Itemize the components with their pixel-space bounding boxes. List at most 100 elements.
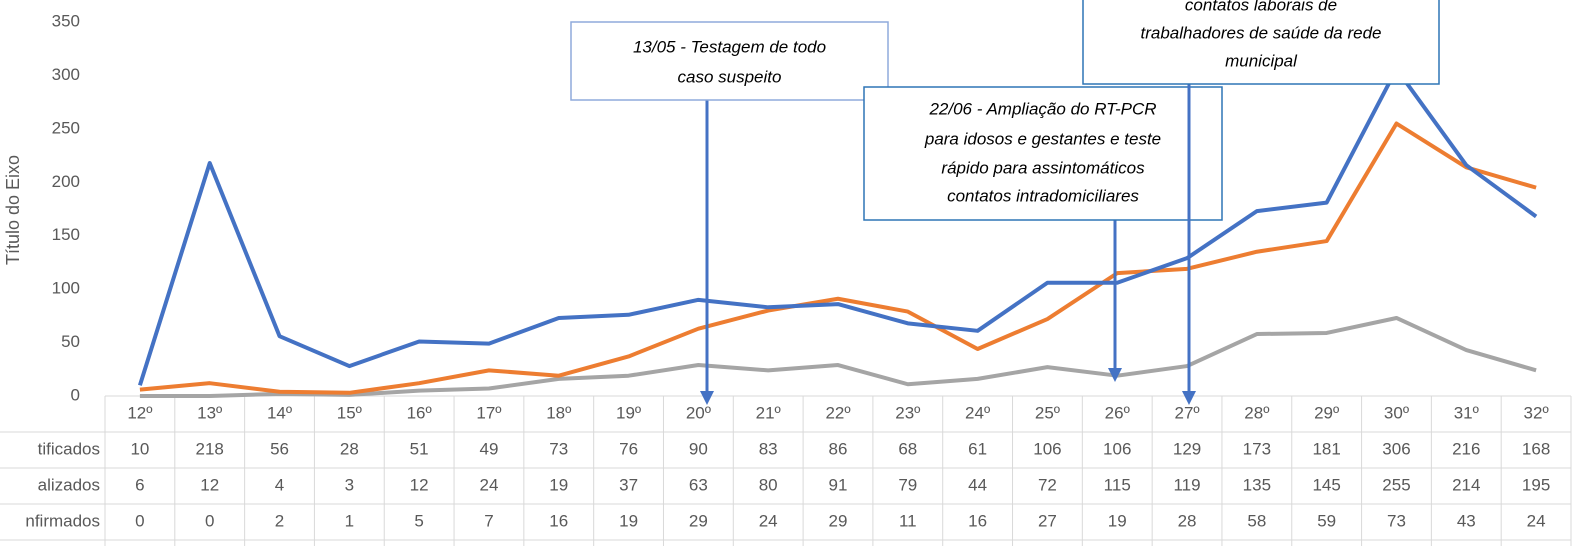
table-cell: 24 — [1527, 511, 1546, 530]
table-cell: 28 — [1178, 511, 1197, 530]
x-tick-label: 21º — [756, 403, 781, 422]
table-cell: 56 — [270, 439, 289, 458]
table-cell: 5 — [414, 511, 423, 530]
table-cell: 19 — [549, 475, 568, 494]
x-tick-label: 17º — [476, 403, 501, 422]
table-cell: 195 — [1522, 475, 1550, 494]
y-tick-label: 50 — [61, 332, 80, 351]
x-tick-label: 19º — [616, 403, 641, 422]
table-cell: 1 — [345, 511, 354, 530]
table-cell: 7 — [484, 511, 493, 530]
table-row-label: tificados — [38, 439, 100, 458]
table-cell: 61 — [968, 439, 987, 458]
table-cell: 19 — [619, 511, 638, 530]
series-line — [139, 121, 1537, 395]
x-tick-label: 18º — [546, 403, 571, 422]
table-cell: 28 — [340, 439, 359, 458]
x-tick-label: 32º — [1524, 403, 1549, 422]
table-cell: 58 — [1247, 511, 1266, 530]
annotation-text: 22/06 - Ampliação do RT-PCR — [928, 99, 1156, 118]
table-cell: 80 — [759, 475, 778, 494]
x-tick-label: 31º — [1454, 403, 1479, 422]
annotation-text: municipal — [1225, 51, 1298, 70]
table-cell: 119 — [1173, 475, 1200, 494]
arrow-head — [700, 391, 714, 405]
table-cell: 91 — [829, 475, 848, 494]
arrow-head — [1182, 391, 1196, 405]
table-cell: 43 — [1457, 511, 1476, 530]
x-tick-label: 23º — [895, 403, 920, 422]
table-cell: 86 — [829, 439, 848, 458]
table-cell: 181 — [1312, 439, 1340, 458]
x-tick-label: 13º — [197, 403, 222, 422]
table-cell: 19 — [1108, 511, 1127, 530]
arrow-head — [1108, 368, 1122, 382]
table-cell: 68 — [898, 439, 917, 458]
table-cell: 135 — [1243, 475, 1271, 494]
table-cell: 83 — [759, 439, 778, 458]
table-row-label: alizados — [38, 475, 100, 494]
annotation-text: trabalhadores de saúde da rede — [1140, 23, 1381, 42]
series-line — [139, 315, 1537, 398]
y-axis-title: Título do Eixo — [3, 155, 23, 265]
annotation-text: 13/05 - Testagem de todo — [633, 37, 826, 56]
x-tick-label: 12º — [127, 403, 152, 422]
x-tick-label: 28º — [1244, 403, 1269, 422]
annotation-box — [1082, 0, 1440, 85]
y-tick-label: 200 — [52, 172, 80, 191]
table-cell: 72 — [1038, 475, 1057, 494]
table-cell: 0 — [135, 511, 144, 530]
table-cell: 106 — [1033, 439, 1061, 458]
table-cell: 3 — [345, 475, 354, 494]
table-cell: 173 — [1243, 439, 1271, 458]
table-cell: 6 — [135, 475, 144, 494]
annotation-text: rápido para assintomáticos — [941, 158, 1145, 177]
table-cell: 24 — [759, 511, 778, 530]
table-cell: 306 — [1382, 439, 1410, 458]
table-cell: 59 — [1317, 511, 1336, 530]
table-cell: 76 — [619, 439, 638, 458]
table-cell: 129 — [1173, 439, 1201, 458]
y-tick-label: 250 — [52, 118, 80, 137]
table-cell: 216 — [1452, 439, 1480, 458]
table-cell: 27 — [1038, 511, 1057, 530]
table-cell: 2 — [275, 511, 284, 530]
table-cell: 255 — [1382, 475, 1410, 494]
annotation-text: caso suspeito — [678, 67, 782, 86]
table-cell: 49 — [479, 439, 498, 458]
table-cell: 51 — [410, 439, 429, 458]
table-cell: 4 — [275, 475, 284, 494]
y-tick-label: 300 — [52, 65, 80, 84]
annotation-text: contatos laborais de — [1185, 0, 1337, 14]
table-cell: 63 — [689, 475, 708, 494]
x-tick-label: 29º — [1314, 403, 1339, 422]
table-cell: 0 — [205, 511, 214, 530]
x-tick-label: 30º — [1384, 403, 1409, 422]
table-cell: 73 — [1387, 511, 1406, 530]
table-cell: 12 — [410, 475, 429, 494]
table-cell: 44 — [968, 475, 987, 494]
y-tick-label: 350 — [52, 11, 80, 30]
table-cell: 29 — [689, 511, 708, 530]
y-tick-label: 100 — [52, 279, 80, 298]
table-cell: 145 — [1312, 475, 1340, 494]
series-line — [137, 67, 1538, 386]
table-cell: 37 — [619, 475, 638, 494]
x-tick-label: 22º — [825, 403, 850, 422]
table-cell: 214 — [1452, 475, 1480, 494]
table-cell: 168 — [1522, 439, 1550, 458]
y-tick-label: 150 — [52, 225, 80, 244]
x-tick-label: 16º — [407, 403, 432, 422]
x-tick-label: 20º — [686, 403, 711, 422]
table-cell: 106 — [1103, 439, 1131, 458]
table-cell: 24 — [479, 475, 498, 494]
annotation-text: para idosos e gestantes e teste — [924, 129, 1161, 148]
x-tick-label: 14º — [267, 403, 292, 422]
table-cell: 16 — [549, 511, 568, 530]
table-cell: 73 — [549, 439, 568, 458]
table-cell: 11 — [899, 511, 917, 530]
table-cell: 79 — [898, 475, 917, 494]
table-cell: 10 — [130, 439, 149, 458]
y-tick-label: 0 — [71, 385, 80, 404]
